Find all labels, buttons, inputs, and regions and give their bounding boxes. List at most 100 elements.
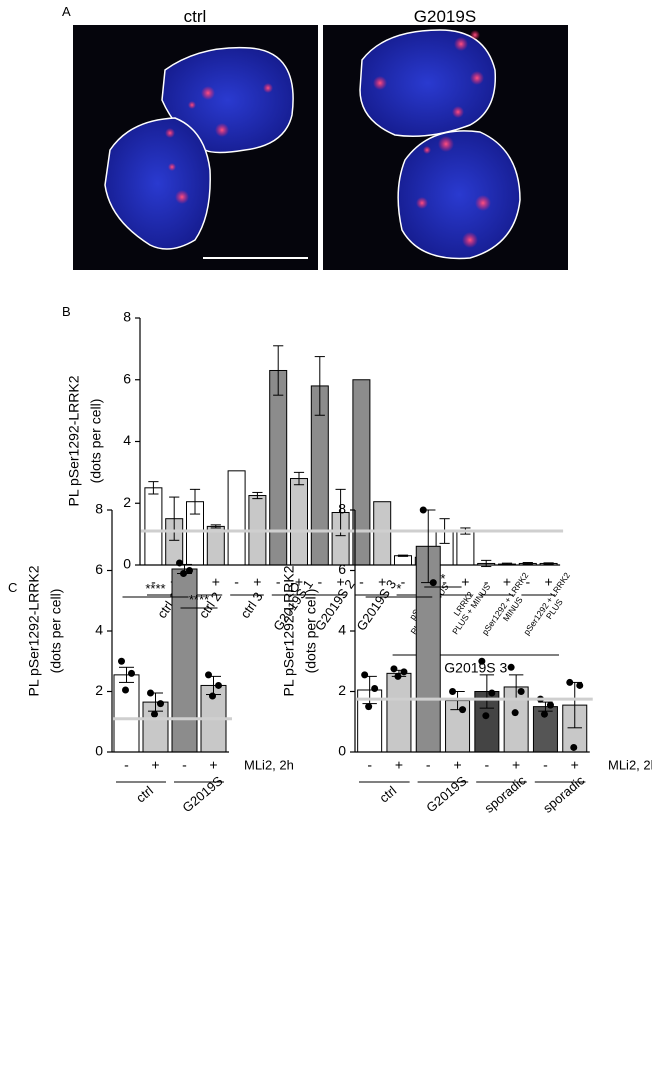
x-tick-label: - [367, 757, 372, 773]
x-tick-label: + [337, 574, 345, 590]
bar [290, 478, 308, 566]
y-tick-label: 8 [95, 501, 103, 517]
y-tick-label: 0 [123, 556, 131, 572]
group-label: sporadic [540, 772, 588, 815]
x-tick-label: - [317, 574, 322, 590]
x-tick-label: - [151, 574, 156, 590]
error-bar [397, 554, 409, 557]
x-tick-label: + [209, 757, 217, 773]
micrograph [73, 25, 318, 270]
data-point [147, 689, 154, 697]
image-title: ctrl [184, 7, 207, 26]
bar [456, 530, 475, 566]
x-tick-label: - [124, 757, 129, 773]
y-tick-label: 8 [123, 309, 131, 325]
x-tick-label: - [442, 574, 447, 590]
x-tick-label: + [212, 574, 220, 590]
x-tick-label: + [151, 757, 159, 773]
data-point [540, 710, 548, 718]
y-tick-label: 0 [338, 743, 346, 759]
panel-label: A [62, 4, 71, 19]
significance-label: **** [189, 592, 209, 607]
bar [113, 674, 140, 753]
bar [394, 555, 412, 566]
y-tick-label: 2 [123, 494, 131, 510]
y-axis-title: PL pSer1292-LRRK2 [66, 375, 82, 506]
data-point [478, 657, 486, 665]
micrograph [323, 25, 568, 270]
bar [474, 691, 500, 753]
data-point [400, 668, 408, 676]
data-point [419, 506, 427, 514]
error-bar [252, 491, 263, 500]
data-point [361, 671, 369, 679]
data-point [576, 681, 584, 689]
data-point [459, 706, 467, 714]
group-label: ctrl [133, 783, 156, 806]
x-tick-label: + [503, 574, 511, 590]
panel-label: B [62, 304, 71, 319]
panel-label: C [8, 580, 17, 595]
y-tick-label: 4 [123, 432, 131, 448]
x-tick-label: - [484, 574, 489, 590]
x-tick-label: - [359, 574, 364, 590]
data-point [488, 689, 496, 697]
significance-label: * [440, 571, 445, 586]
x-tick-label: - [182, 757, 187, 773]
supergroup-label: G2019S 3 [444, 660, 507, 676]
group-label: G2019S [179, 773, 225, 815]
data-point [176, 559, 183, 567]
data-point [394, 672, 402, 680]
error-bar [210, 524, 221, 529]
group-label-line: G2019S [179, 773, 225, 815]
x-tick-label: - [485, 757, 490, 773]
data-point [546, 701, 554, 709]
x-tick-label: + [545, 574, 553, 590]
data-point [205, 671, 212, 679]
x-tick-label: - [234, 574, 239, 590]
error-bar [148, 481, 159, 495]
error-bar [543, 562, 554, 565]
data-point [209, 692, 216, 700]
y-tick-label: 4 [95, 622, 103, 638]
panel-label: D [290, 580, 299, 595]
data-point [507, 663, 515, 671]
x-tick-label: + [571, 757, 579, 773]
y-tick-label: 2 [95, 682, 103, 698]
y-axis-title: PL pSer1292-LRRK2 [26, 565, 42, 696]
y-tick-label: 0 [95, 743, 103, 759]
group-label-line: G2019S [423, 773, 469, 815]
y-axis-title: (dots per cell) [88, 399, 104, 484]
error-bar [479, 674, 495, 709]
group-label: G2019S [423, 773, 469, 815]
significance-label: * [396, 581, 401, 596]
data-point [371, 684, 379, 692]
error-bar [314, 356, 325, 416]
y-tick-label: 4 [338, 622, 346, 638]
x-tick-label: + [453, 757, 461, 773]
data-point [151, 710, 158, 718]
x-tick-label: - [525, 574, 530, 590]
data-point [517, 688, 525, 695]
data-point [449, 688, 457, 695]
annotation: MLi2, 2h [608, 757, 652, 772]
error-bar [169, 496, 180, 541]
y-tick-label: 6 [338, 561, 346, 577]
x-tick-label: + [461, 574, 469, 590]
group-label-line: sporadic [481, 772, 529, 815]
data-point [128, 669, 135, 677]
x-tick-label: - [401, 574, 406, 590]
y-tick-label: 2 [338, 682, 346, 698]
x-tick-label: + [512, 757, 520, 773]
x-tick-label: - [543, 757, 548, 773]
bar [227, 470, 246, 566]
y-axis-title: (dots per cell) [48, 589, 64, 674]
data-point [570, 743, 578, 751]
y-axis-title: PL pSer1292-LRRK2 [281, 565, 297, 696]
x-tick-label: - [276, 574, 281, 590]
group-label: ctrl [376, 783, 399, 806]
error-bar [273, 345, 284, 396]
significance-label: **** [145, 581, 165, 596]
bar [386, 672, 412, 753]
